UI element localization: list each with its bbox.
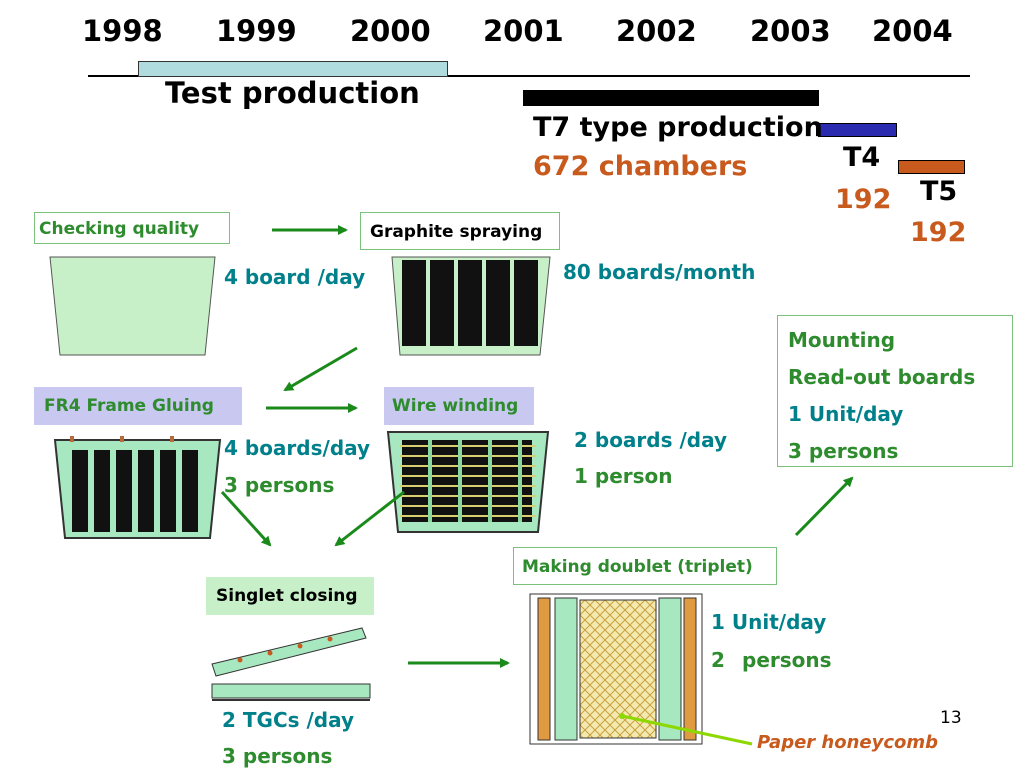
arrow-wire-to-singlet bbox=[334, 490, 405, 547]
mounting-title: Mounting bbox=[788, 328, 896, 352]
pointer-honeycomb bbox=[621, 714, 753, 746]
year-1999: 1999 bbox=[216, 14, 297, 48]
t5-bar bbox=[898, 160, 965, 174]
checking-rate: 4 board /day bbox=[224, 265, 366, 289]
year-2004: 2004 bbox=[872, 14, 953, 48]
wire-rate: 2 boards /day bbox=[574, 428, 728, 452]
t7-chambers-count: 672 chambers bbox=[533, 151, 748, 182]
wire-winding-label: Wire winding bbox=[384, 387, 534, 425]
arrow-doublet-to-mounting bbox=[794, 476, 854, 537]
making-doublet-label: Making doublet (triplet) bbox=[513, 547, 777, 585]
mounting-subtitle: Read-out boards bbox=[788, 365, 976, 389]
singlet-closing-label: Singlet closing bbox=[206, 577, 374, 615]
fr4-persons: 3 persons bbox=[224, 473, 335, 497]
mounting-persons: 3 persons bbox=[788, 439, 899, 463]
year-2002: 2002 bbox=[616, 14, 697, 48]
t7-production-bar bbox=[523, 90, 819, 106]
t5-count: 192 bbox=[910, 217, 967, 248]
singlet-closing-image bbox=[211, 627, 371, 701]
arrow-fr4-to-singlet bbox=[220, 490, 272, 547]
t4-bar bbox=[818, 123, 897, 137]
graphite-spraying-label: Graphite spraying bbox=[360, 212, 560, 250]
doublet-image bbox=[529, 593, 703, 745]
arrow-graphite-to-fr4 bbox=[283, 346, 358, 392]
doublet-persons: persons bbox=[742, 648, 832, 672]
timeline-axis bbox=[88, 75, 970, 77]
year-2001: 2001 bbox=[483, 14, 564, 48]
t7-production-label: T7 type production bbox=[533, 112, 823, 143]
fr4-board-image bbox=[53, 436, 222, 539]
paper-honeycomb-annotation: Paper honeycomb bbox=[757, 732, 939, 753]
year-2000: 2000 bbox=[350, 14, 431, 48]
page-number: 13 bbox=[940, 708, 962, 728]
plain-board-image bbox=[49, 256, 216, 356]
mounting-rate: 1 Unit/day bbox=[788, 402, 904, 426]
mounting-box: Mounting Read-out boards 1 Unit/day 3 pe… bbox=[777, 315, 1013, 467]
t4-label: T4 bbox=[843, 142, 881, 173]
singlet-persons: 3 persons bbox=[222, 744, 333, 768]
t5-label: T5 bbox=[920, 176, 958, 207]
checking-quality-label: Checking quality bbox=[34, 212, 230, 244]
year-1998: 1998 bbox=[82, 14, 163, 48]
wire-persons: 1 person bbox=[574, 464, 673, 488]
wire-winding-image bbox=[386, 431, 550, 533]
graphite-rate: 80 boards/month bbox=[563, 260, 756, 284]
doublet-persons-count: 2 bbox=[711, 648, 725, 672]
graphite-board-image bbox=[391, 256, 551, 356]
singlet-rate: 2 TGCs /day bbox=[222, 708, 355, 732]
fr4-rate: 4 boards/day bbox=[224, 436, 371, 460]
t4-count: 192 bbox=[835, 184, 892, 215]
test-production-label: Test production bbox=[165, 76, 420, 110]
fr4-frame-gluing-label: FR4 Frame Gluing bbox=[34, 387, 242, 425]
test-production-bar bbox=[138, 61, 448, 77]
doublet-rate: 1 Unit/day bbox=[711, 610, 827, 634]
year-2003: 2003 bbox=[750, 14, 831, 48]
